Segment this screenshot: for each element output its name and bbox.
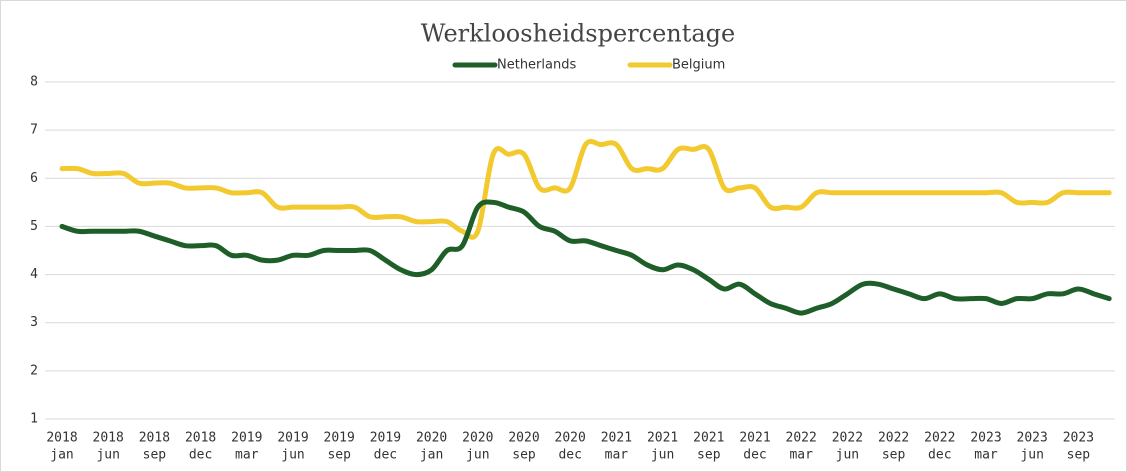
x-tick-label: 2022 <box>924 431 955 446</box>
x-tick-label: 2021 <box>601 431 632 446</box>
y-tick-label: 6 <box>30 171 38 186</box>
x-tick-label: sep <box>1067 448 1091 463</box>
x-tick-label: sep <box>697 448 721 463</box>
x-tick-label: 2023 <box>1063 431 1094 446</box>
y-tick-label: 7 <box>30 123 38 138</box>
x-tick-label: 2023 <box>970 431 1001 446</box>
y-tick-label: 3 <box>30 315 38 330</box>
x-tick-label: jun <box>1020 448 1043 463</box>
x-tick-label: sep <box>882 448 906 463</box>
x-tick-label: 2023 <box>1017 431 1048 446</box>
x-tick-label: 2022 <box>786 431 817 446</box>
x-tick-label: dec <box>743 448 766 463</box>
x-tick-label: mar <box>789 448 813 463</box>
y-tick-label: 4 <box>30 267 38 282</box>
y-tick-label: 2 <box>30 363 38 378</box>
x-tick-label: 2020 <box>416 431 447 446</box>
x-tick-label: 2019 <box>324 431 355 446</box>
x-tick-label: dec <box>189 448 212 463</box>
x-tick-label: 2020 <box>462 431 493 446</box>
x-tick-label: 2022 <box>832 431 863 446</box>
legend-label: Netherlands <box>497 58 576 73</box>
x-tick-label: mar <box>974 448 998 463</box>
x-tick-label: sep <box>327 448 351 463</box>
x-tick-label: 2019 <box>231 431 262 446</box>
x-tick-label: 2019 <box>370 431 401 446</box>
x-tick-label: jan <box>420 448 443 463</box>
x-tick-label: 2021 <box>647 431 678 446</box>
y-tick-label: 1 <box>30 412 38 427</box>
x-tick-label: dec <box>374 448 397 463</box>
x-tick-label: 2020 <box>555 431 586 446</box>
x-tick-label: jun <box>651 448 674 463</box>
x-tick-label: jun <box>96 448 119 463</box>
x-tick-label: dec <box>928 448 951 463</box>
legend-label: Belgium <box>672 58 725 73</box>
x-tick-label: jun <box>466 448 489 463</box>
x-tick-label: sep <box>143 448 167 463</box>
y-tick-label: 8 <box>30 75 38 90</box>
x-tick-label: 2018 <box>139 431 170 446</box>
x-tick-label: 2021 <box>693 431 724 446</box>
x-tick-label: sep <box>512 448 536 463</box>
line <box>59 138 1112 240</box>
x-tick-label: 2018 <box>93 431 124 446</box>
x-tick-label: 2020 <box>508 431 539 446</box>
y-tick-label: 5 <box>30 219 38 234</box>
x-tick-label: 2018 <box>46 431 77 446</box>
x-tick-label: mar <box>235 448 259 463</box>
x-tick-label: 2019 <box>277 431 308 446</box>
line <box>59 199 1112 316</box>
x-tick-label: jun <box>281 448 304 463</box>
x-tick-label: 2021 <box>739 431 770 446</box>
x-tick-label: jun <box>836 448 859 463</box>
x-tick-label: dec <box>558 448 581 463</box>
x-tick-label: 2022 <box>878 431 909 446</box>
x-tick-label: 2018 <box>185 431 216 446</box>
chart-title: Werkloosheidspercentage <box>421 20 736 48</box>
x-tick-label: mar <box>605 448 629 463</box>
x-tick-label: jan <box>50 448 73 463</box>
